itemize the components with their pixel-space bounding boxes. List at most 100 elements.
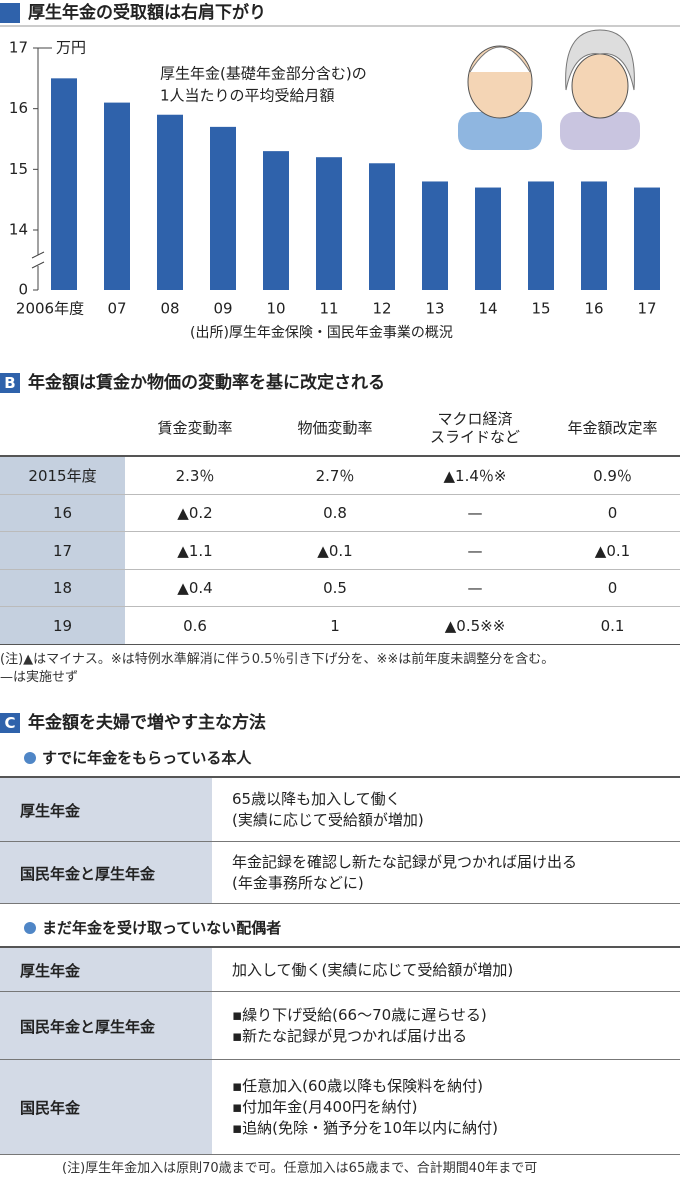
x-tick-label: 2006年度 (16, 300, 84, 318)
table-cell: ▲1.1 (177, 541, 213, 560)
bar (528, 181, 554, 290)
section-title: 年金額は賃金か物価の変動率を基に改定される (28, 373, 385, 393)
axis-break (31, 261, 45, 269)
row-header: 19 (52, 616, 73, 635)
content-line: (年金事務所などに) (232, 874, 364, 892)
row-header-bg (0, 607, 125, 645)
row-header-bg (0, 494, 125, 532)
table-cell: 2.7％ (315, 466, 355, 485)
note: (注)▲はマイナス。※は特例水準解消に伴う0.5％引き下げ分を、※※は前年度未調… (0, 652, 555, 667)
bar (316, 157, 342, 290)
table-cell: ▲0.1 (594, 541, 631, 560)
row-rule (0, 531, 680, 532)
rule (0, 455, 680, 457)
content-line: ▪任意加入(60歳以降も保険料を納付) (232, 1077, 483, 1095)
content-line: (実績に応じて受給額が増加) (232, 811, 424, 829)
content-line: 加入して働く(実績に応じて受給額が増加) (232, 960, 514, 979)
bullet-dot (24, 752, 36, 764)
column-header: マクロ経済 スライドなど (429, 409, 520, 446)
table-cell: 0.6 (183, 616, 207, 635)
table-cell: ▲1.4％※ (443, 466, 507, 485)
column-header: 賃金変動率 (157, 418, 233, 437)
x-tick-label: 08 (160, 300, 179, 318)
bar (369, 163, 395, 290)
row-rule (0, 643, 680, 645)
table-cell: ▲0.1 (317, 541, 353, 560)
bar (157, 114, 183, 290)
x-tick-label: 12 (372, 300, 391, 318)
bar (210, 126, 236, 290)
row-content: 年金記録を確認し新たな記録が見つかれば届け出る (年金事務所などに) (212, 842, 680, 904)
x-tick-label: 11 (319, 300, 338, 318)
y-tick-label: 14 (9, 221, 28, 239)
section-badge: B (0, 373, 20, 393)
x-tick-label: 15 (531, 300, 550, 318)
subheading: まだ年金を受け取っていない配偶者 (42, 919, 282, 937)
row-header: 2015年度 (28, 466, 97, 485)
row-header-bg (0, 569, 125, 607)
row-content: 加入して働く(実績に応じて受給額が増加) (212, 948, 680, 992)
annotation: 1人当たりの平均受給月額 (160, 87, 335, 105)
table-cell: ▲0.4 (177, 579, 213, 598)
axis-break (31, 251, 45, 259)
bar (104, 102, 130, 290)
row-rule (0, 568, 680, 570)
row-rule (0, 493, 680, 495)
section-title: 年金額を夫婦で増やす主な方法 (28, 713, 266, 733)
content-line: ▪付加年金(月400円を納付) (232, 1098, 418, 1116)
row-content: ▪繰り下げ受給(66〜70歳に遅らせる) ▪新たな記録が見つかれば届け出る (212, 992, 680, 1060)
row-label: 国民年金 (0, 1060, 212, 1155)
table-cell: 0.9％ (593, 466, 632, 485)
source: (出所)厚生年金保険・国民年金事業の概況 (190, 325, 453, 341)
row-header: 17 (52, 541, 73, 560)
section-badge: C (0, 713, 20, 733)
row-label: 国民年金と厚生年金 (0, 992, 212, 1060)
row-rule (0, 606, 680, 607)
column-header: 年金額改定率 (567, 418, 658, 437)
y-tick-label: 15 (9, 160, 28, 178)
row-header-bg (0, 532, 125, 570)
row-rule (0, 1154, 680, 1155)
row-label: 国民年金と厚生年金 (0, 842, 212, 904)
subheading: すでに年金をもらっている本人 (42, 749, 252, 767)
row-label: 厚生年金 (0, 778, 212, 842)
table-cell: 0 (607, 504, 618, 523)
x-tick-label: 07 (107, 300, 126, 318)
y-tick-label: 17 (9, 39, 28, 57)
x-tick-label: 17 (637, 300, 656, 318)
table-cell: — (467, 541, 483, 560)
table-cell: ▲0.2 (177, 504, 213, 523)
column-header: 物価変動率 (297, 418, 373, 437)
note: (注)厚生年金加入は原則70歳まで可。任意加入は65歳まで、合計期間40年まで可 (62, 1161, 538, 1176)
y-unit: 万円 (56, 39, 86, 57)
table-cell: 0.8 (323, 504, 347, 523)
bar (475, 187, 501, 290)
row-content: 65歳以降も加入して働く (実績に応じて受給額が増加) (212, 778, 680, 842)
content-line: ▪新たな記録が見つかれば届け出る (232, 1027, 468, 1045)
table-cell: ▲0.5※※ (444, 616, 506, 635)
table-cell: 0.5 (323, 579, 347, 598)
table-cell: 0.1 (600, 616, 625, 635)
content-line: 年金記録を確認し新たな記録が見つかれば届け出る (232, 853, 578, 871)
bar (422, 181, 448, 290)
row-header: 18 (52, 579, 73, 598)
row-rule (0, 991, 680, 992)
content-line: 65歳以降も加入して働く (232, 790, 401, 808)
row-rule (0, 1059, 680, 1060)
table-cell: 1 (330, 616, 340, 635)
note: —は実施せず (0, 670, 79, 685)
bar (51, 78, 77, 290)
x-tick-label: 09 (213, 300, 232, 318)
table-cell: — (467, 504, 483, 523)
content-line: ▪追納(免除・猶予分を10年以内に納付) (232, 1119, 498, 1137)
bar (634, 187, 660, 290)
illustration (458, 29, 640, 150)
row-header: 16 (52, 504, 73, 523)
content-line: ▪繰り下げ受給(66〜70歳に遅らせる) (232, 1006, 487, 1024)
table-cell: 2.3％ (175, 466, 215, 485)
row-label: 厚生年金 (0, 948, 212, 992)
row-rule (0, 903, 680, 904)
annotation: 厚生年金(基礎年金部分含む)の (160, 65, 367, 83)
